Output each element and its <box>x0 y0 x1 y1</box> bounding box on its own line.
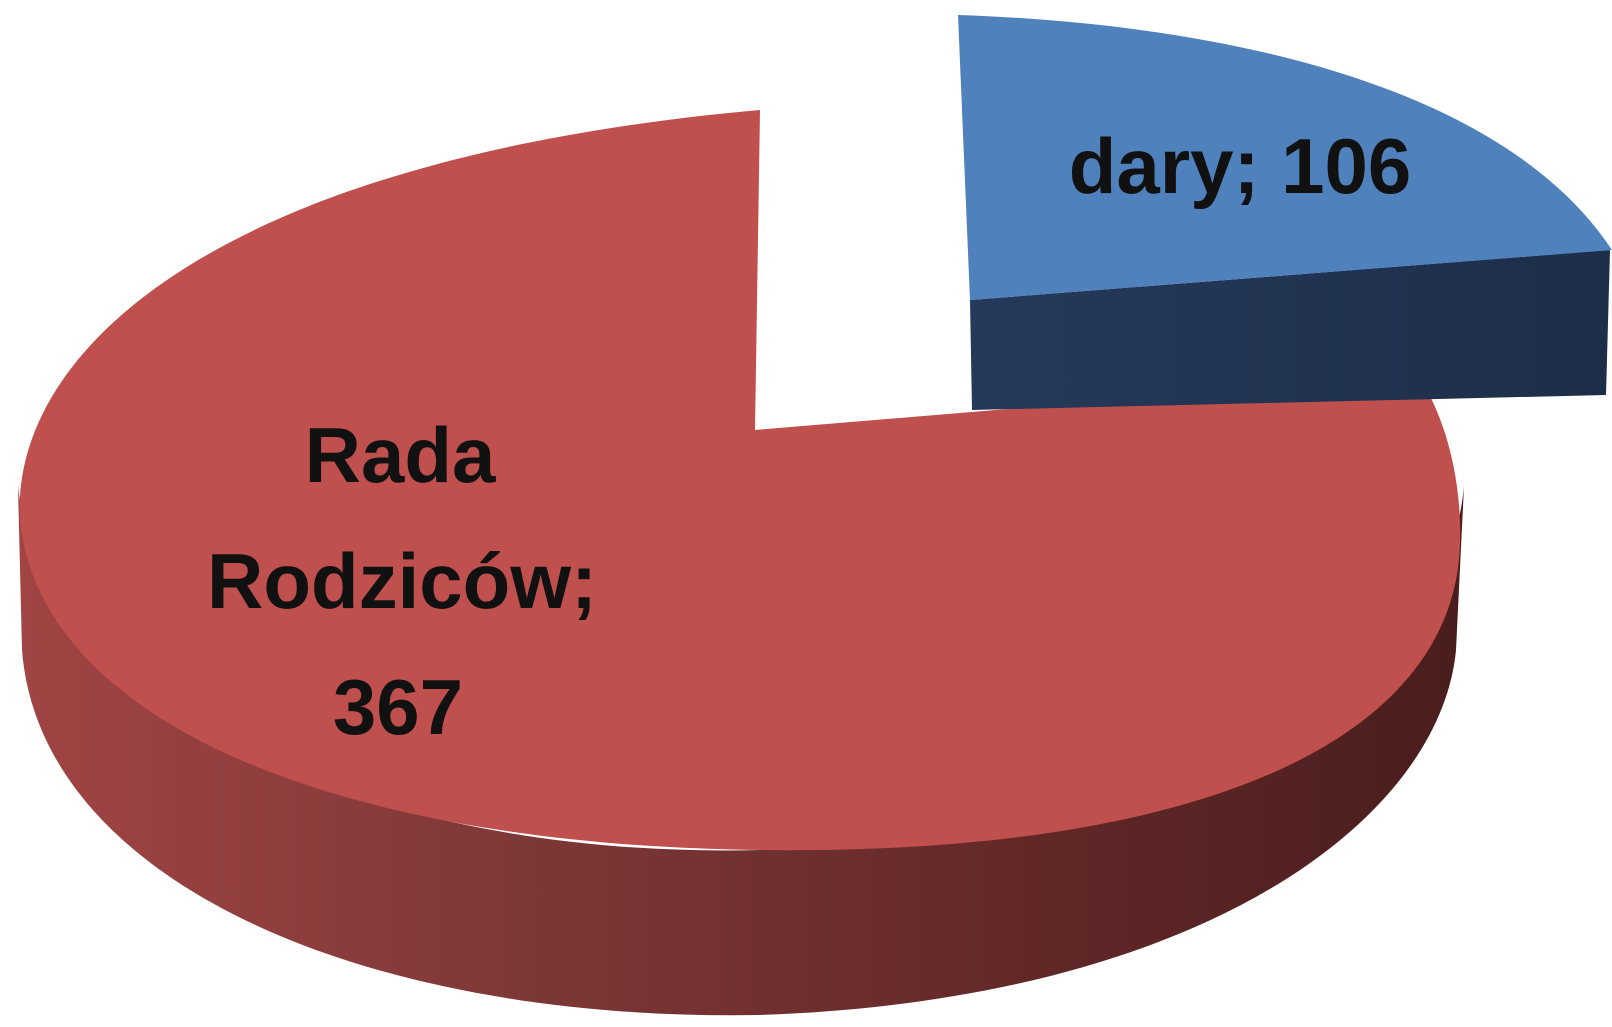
slice-dary-label: dary; 106 <box>1069 122 1412 210</box>
slice-dary-top <box>958 15 1612 300</box>
slice-rada-rodzicow-side <box>18 486 1464 1016</box>
slice-rada-rodzicow: Rada Rodziców; 367 <box>18 110 1464 1016</box>
slice-rada-rodzicow-top <box>19 110 1461 851</box>
slice-rada-rodzicow-label-line-1: Rada <box>305 411 496 499</box>
slice-rada-rodzicow-label-line-3: 367 <box>333 663 463 751</box>
slice-rada-rodzicow-label-line-2: Rodziców; <box>207 537 597 625</box>
slice-dary-side <box>970 250 1610 410</box>
slice-dary: dary; 106 <box>958 15 1612 410</box>
